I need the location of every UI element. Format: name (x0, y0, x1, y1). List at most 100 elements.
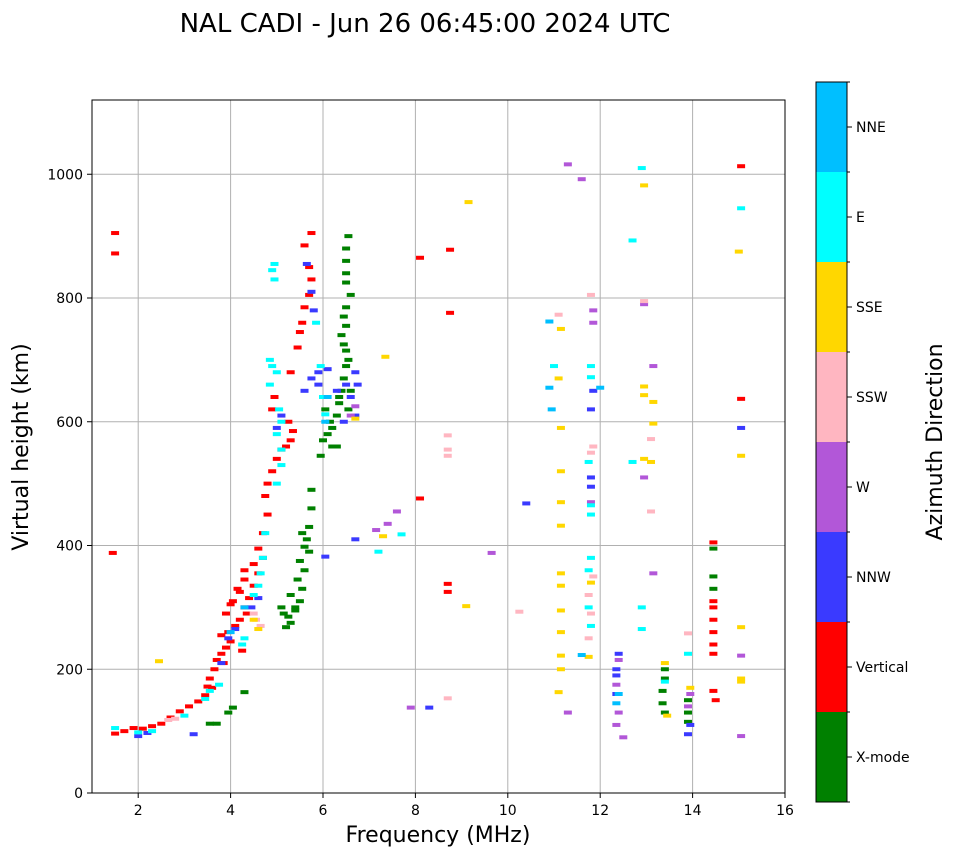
point-nnw (321, 554, 330, 559)
point-x-mode (298, 531, 307, 536)
point-nnw (277, 413, 286, 418)
point-ssw (683, 631, 692, 636)
point-e (268, 364, 277, 369)
point-sse (154, 659, 163, 664)
point-nne (547, 407, 556, 412)
colorbar-label-ssw: SSW (856, 390, 888, 406)
point-e (258, 555, 267, 560)
point-sse (647, 459, 656, 464)
point-sse (640, 384, 649, 389)
point-nnw (307, 289, 316, 294)
point-x-mode (300, 568, 309, 573)
point-vertical (203, 684, 212, 689)
x-tick-label: 14 (684, 803, 702, 819)
point-vertical (129, 726, 138, 731)
point-e (205, 688, 214, 693)
point-nne (226, 630, 235, 635)
point-vertical (194, 699, 203, 704)
point-vertical (286, 370, 295, 375)
colorbar-label-vertical: Vertical (856, 660, 908, 676)
colorbar-label-w: W (856, 480, 870, 496)
point-x-mode (683, 698, 692, 703)
point-x-mode (302, 537, 311, 542)
point-vertical (305, 292, 314, 297)
point-nnw (342, 382, 351, 387)
point-w (351, 404, 360, 409)
point-x-mode (282, 625, 291, 630)
point-x-mode (683, 710, 692, 715)
point-e (270, 261, 279, 266)
point-nne (612, 701, 621, 706)
point-x-mode (298, 586, 307, 591)
point-sse (556, 653, 565, 658)
point-e (249, 593, 258, 597)
point-ssw (589, 574, 598, 579)
x-tick-label: 10 (499, 803, 517, 819)
point-sse (663, 713, 672, 718)
point-vertical (300, 243, 309, 248)
point-e (148, 729, 157, 734)
point-e (275, 407, 284, 412)
point-x-mode (305, 524, 314, 529)
point-e (374, 549, 383, 554)
point-sse (556, 469, 565, 474)
point-vertical (217, 651, 226, 656)
point-vertical (709, 599, 718, 604)
point-w (619, 735, 628, 740)
point-e (584, 568, 593, 573)
point-sse (556, 425, 565, 430)
point-vertical (235, 617, 244, 622)
point-vertical (737, 164, 746, 169)
point-vertical (263, 512, 272, 517)
point-vertical (235, 589, 244, 594)
point-ssw (647, 509, 656, 514)
point-vertical (284, 419, 293, 424)
point-w (589, 308, 598, 313)
point-w (383, 521, 392, 526)
point-vertical (709, 617, 718, 622)
point-x-mode (709, 574, 718, 579)
y-axis-label: Virtual height (km) (9, 343, 34, 550)
point-vertical (305, 265, 314, 270)
colorbar-label-sse: SSE (856, 300, 883, 316)
point-ssw (443, 433, 452, 438)
point-vertical (709, 688, 718, 693)
colorbar-segment-e (816, 172, 847, 262)
point-x-mode (228, 705, 237, 710)
point-nnw (612, 673, 621, 678)
point-sse (254, 627, 263, 632)
point-x-mode (683, 719, 692, 724)
point-vertical (709, 605, 718, 610)
point-x-mode (286, 620, 295, 625)
point-x-mode (342, 271, 351, 276)
point-x-mode (295, 599, 304, 604)
point-x-mode (277, 605, 286, 610)
point-e (550, 364, 558, 369)
point-e (683, 651, 692, 656)
point-sse (556, 583, 565, 588)
point-sse (379, 534, 388, 539)
point-e (134, 730, 143, 735)
point-vertical (208, 685, 217, 690)
point-e (254, 583, 263, 588)
point-x-mode (660, 667, 669, 672)
point-nnw (302, 261, 311, 266)
point-nnw (254, 596, 263, 601)
point-e (277, 419, 286, 424)
point-x-mode (337, 388, 346, 393)
point-vertical (120, 729, 129, 734)
point-e (660, 679, 669, 684)
point-vertical (254, 546, 263, 551)
y-tick-label: 0 (74, 786, 83, 802)
point-x-mode (224, 710, 233, 715)
point-vertical (157, 721, 166, 726)
point-sse (640, 456, 649, 461)
point-e (272, 481, 281, 486)
point-vertical (111, 231, 120, 236)
point-ssw (443, 696, 452, 701)
point-e (180, 713, 189, 718)
point-w (612, 682, 621, 687)
point-x-mode (332, 413, 341, 418)
point-nnw (339, 419, 348, 424)
point-vertical (300, 305, 309, 310)
